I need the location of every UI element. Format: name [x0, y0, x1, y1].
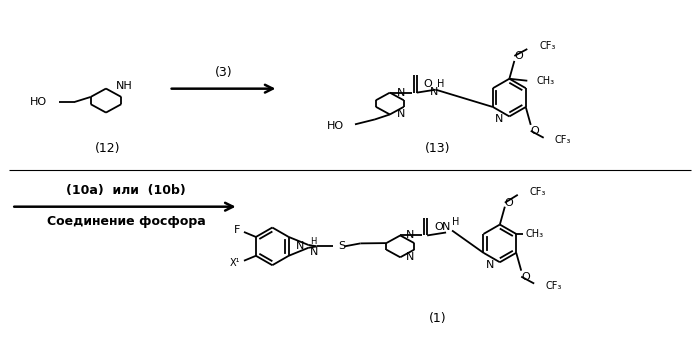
Text: O: O	[434, 221, 443, 232]
Text: N: N	[486, 260, 494, 270]
Text: CH₃: CH₃	[525, 229, 543, 239]
Text: N: N	[397, 109, 405, 119]
Text: CF₃: CF₃	[545, 281, 561, 291]
Text: Соединение фосфора: Соединение фосфора	[46, 215, 205, 228]
Text: N: N	[310, 247, 319, 257]
Text: X¹: X¹	[230, 258, 240, 268]
Text: HO: HO	[29, 97, 47, 107]
Text: O: O	[522, 272, 530, 282]
Text: NH: NH	[116, 81, 133, 91]
Text: O: O	[505, 198, 514, 208]
Text: HO: HO	[327, 121, 344, 131]
Text: H: H	[452, 217, 459, 226]
Text: N: N	[495, 115, 503, 124]
Text: N: N	[406, 231, 414, 240]
Text: (3): (3)	[215, 66, 232, 79]
Text: H: H	[437, 79, 444, 89]
Text: (13): (13)	[425, 142, 450, 155]
Text: CH₃: CH₃	[536, 76, 554, 86]
Text: N: N	[397, 88, 405, 98]
Text: N: N	[296, 241, 304, 251]
Text: (12): (12)	[95, 142, 120, 155]
Text: O: O	[531, 126, 540, 136]
Text: S: S	[339, 241, 346, 251]
Text: H: H	[310, 237, 316, 246]
Text: O: O	[514, 51, 523, 61]
Text: F: F	[234, 225, 240, 235]
Text: (10a)  или  (10b): (10a) или (10b)	[66, 184, 186, 197]
Text: CF₃: CF₃	[539, 41, 556, 51]
Text: CF₃: CF₃	[530, 187, 546, 197]
Text: N: N	[442, 221, 450, 232]
Text: N: N	[430, 87, 438, 97]
Text: (1): (1)	[429, 312, 447, 325]
Text: N: N	[406, 252, 414, 262]
Text: CF₃: CF₃	[554, 135, 571, 145]
Text: O: O	[424, 79, 433, 89]
